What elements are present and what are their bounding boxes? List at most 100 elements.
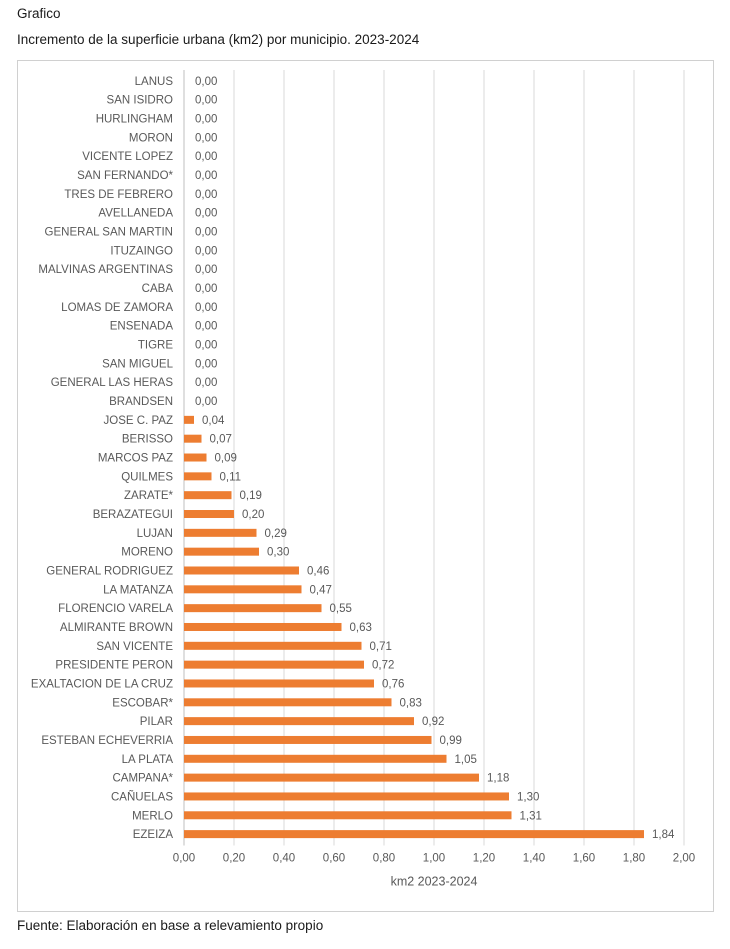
data-label: 0,55 [330,603,352,615]
data-label: 0,00 [195,95,217,107]
x-tick-label: 1,20 [473,853,495,865]
data-label: 0,00 [195,321,217,333]
data-label: 1,05 [455,754,477,766]
data-label: 0,00 [195,170,217,182]
category-label: SAN ISIDRO [107,95,174,107]
bar [184,510,234,519]
category-label: ENSENADA [110,321,174,333]
category-label: GENERAL LAS HERAS [51,377,174,389]
chart-frame [17,60,714,912]
category-label: PILAR [140,716,173,728]
category-label: CAÑUELAS [111,790,173,803]
data-label: 0,47 [310,584,332,596]
data-label: 0,00 [195,76,217,88]
category-label: MORENO [121,547,173,559]
category-label: MERLO [132,810,173,822]
data-label: 0,71 [370,641,392,653]
data-label: 0,00 [195,114,217,126]
category-label: ITUZAINGO [110,245,173,257]
category-label: MORON [129,132,173,144]
data-label: 0,00 [195,377,217,389]
data-label: 0,00 [195,245,217,257]
x-tick-label: 0,60 [323,853,345,865]
category-label: CAMPANA* [113,773,174,785]
x-tick-label: 1,60 [573,853,595,865]
data-label: 0,00 [195,396,217,408]
category-label: ESTEBAN ECHEVERRIA [41,735,173,747]
category-label: LUJAN [137,528,173,540]
bar [184,415,194,424]
category-label: MALVINAS ARGENTINAS [38,264,173,276]
data-label: 1,84 [652,829,675,841]
x-axis-title: km2 2023-2024 [391,875,478,889]
data-label: 0,00 [195,189,217,201]
data-label: 0,11 [220,471,242,483]
data-label: 0,00 [195,358,217,370]
category-label: EXALTACION DE LA CRUZ [31,678,173,690]
category-label: HURLINGHAM [96,114,173,126]
category-label: ZARATE* [124,490,174,502]
data-label: 0,63 [350,622,372,634]
category-label: EZEIZA [133,829,174,841]
chart-title: Incremento de la superficie urbana (km2)… [17,32,420,47]
category-label: SAN VICENTE [96,641,173,653]
category-label: LOMAS DE ZAMORA [61,302,173,314]
category-label: LA PLATA [122,754,174,766]
category-label: BERAZATEGUI [93,509,173,521]
bar [184,830,644,839]
bar [184,491,232,500]
bar [184,679,374,688]
category-label: ESCOBAR* [112,697,173,709]
bar [184,735,432,744]
x-tick-label: 0,00 [173,853,195,865]
bar [184,622,342,631]
data-label: 1,31 [520,810,542,822]
data-label: 0,46 [307,565,329,577]
bar [184,604,322,613]
bar [184,754,447,763]
category-label: JOSE C. PAZ [104,415,173,427]
category-label: PRESIDENTE PERON [55,660,173,672]
data-label: 0,00 [195,264,217,276]
bar [184,641,362,650]
data-label: 0,92 [422,716,444,728]
x-tick-label: 1,80 [623,853,645,865]
category-label: FLORENCIO VARELA [58,603,173,615]
bar [184,660,364,669]
category-label: LANUS [135,76,174,88]
data-label: 0,00 [195,302,217,314]
data-label: 0,20 [242,509,264,521]
x-tick-label: 1,00 [423,853,445,865]
category-label: BRANDSEN [109,396,173,408]
x-tick-label: 1,40 [523,853,545,865]
category-label: BERISSO [122,434,173,446]
data-label: 0,30 [267,547,289,559]
bar [184,528,257,537]
bar [184,434,202,443]
data-label: 0,99 [440,735,462,747]
data-label: 0,19 [240,490,262,502]
category-label: ALMIRANTE BROWN [60,622,173,634]
bar [184,547,259,556]
x-tick-label: 0,40 [273,853,295,865]
data-label: 0,83 [400,697,422,709]
bar [184,811,512,820]
category-label: GENERAL SAN MARTIN [45,227,173,239]
category-label: AVELLANEDA [98,208,173,220]
category-label: GENERAL RODRIGUEZ [46,565,173,577]
data-label: 0,00 [195,208,217,220]
category-label: MARCOS PAZ [98,453,173,465]
category-label: SAN FERNANDO* [77,170,173,182]
data-label: 0,00 [195,340,217,352]
data-label: 0,76 [382,678,404,690]
data-label: 1,30 [517,791,539,803]
category-label: VICENTE LOPEZ [82,151,173,163]
source-note: Fuente: Elaboración en base a relevamien… [17,918,324,933]
data-label: 0,00 [195,283,217,295]
data-label: 0,04 [202,415,225,427]
bar [184,698,392,707]
x-tick-label: 0,20 [223,853,245,865]
category-label: TIGRE [138,340,173,352]
category-label: QUILMES [121,471,173,483]
